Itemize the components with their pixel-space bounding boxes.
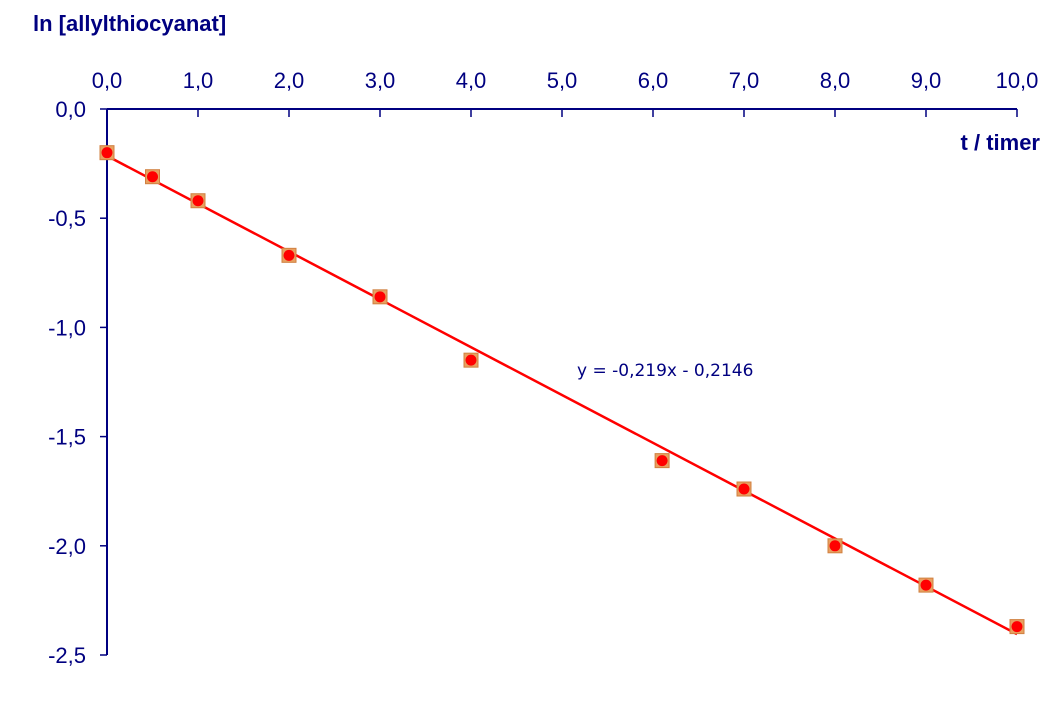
data-point (736, 481, 752, 497)
data-points-layer (99, 145, 1025, 635)
x-tick-label: 5,0 (547, 68, 578, 93)
x-tick-label: 7,0 (729, 68, 760, 93)
x-tick-label: 10,0 (996, 68, 1039, 93)
axes: 0,0 1,0 2,0 3,0 4,0 5,0 6,0 7,0 8,0 9,0 10,0 0,0 -0,… (48, 68, 1038, 668)
data-point-dot (101, 147, 113, 159)
data-point (99, 145, 115, 161)
data-point (1009, 619, 1025, 635)
x-tick-label: 6,0 (638, 68, 669, 93)
data-point-dot (1011, 621, 1023, 633)
y-tick-label: -2,0 (48, 534, 86, 559)
y-tick-label: -1,0 (48, 315, 86, 340)
data-point (372, 289, 388, 305)
data-point-dot (656, 455, 668, 467)
data-point-dot (829, 540, 841, 552)
data-point (190, 193, 206, 209)
x-tick-label: 2,0 (274, 68, 305, 93)
trendline-equation: y = -0,219x - 0,2146 (577, 361, 753, 381)
x-tick-label: 1,0 (183, 68, 214, 93)
data-point (463, 352, 479, 368)
data-point-dot (283, 249, 295, 261)
data-point-dot (374, 291, 386, 303)
y-axis-title: ln [allylthiocyanat] (33, 11, 226, 36)
y-tick-label: -0,5 (48, 206, 86, 231)
x-tick-label: 9,0 (911, 68, 942, 93)
data-point (145, 169, 160, 185)
x-tick-label: 4,0 (456, 68, 487, 93)
data-point (281, 247, 297, 263)
x-tick-label: 8,0 (820, 68, 851, 93)
data-point (827, 538, 843, 554)
data-point-dot (738, 483, 750, 495)
x-tick-label: 0,0 (92, 68, 123, 93)
data-point-dot (465, 354, 477, 366)
data-point-dot (920, 579, 932, 591)
trendline-layer (106, 154, 1018, 636)
y-tick-label: -1,5 (48, 425, 86, 450)
data-point (654, 453, 670, 469)
y-tick-label: -2,5 (48, 643, 86, 668)
y-tick-label: 0,0 (55, 97, 86, 122)
data-point-dot (192, 195, 204, 207)
x-tick-label: 3,0 (365, 68, 396, 93)
x-axis-title: t / timer (961, 130, 1041, 155)
data-point (918, 577, 934, 593)
trendline (106, 154, 1018, 636)
data-point-dot (147, 171, 158, 183)
